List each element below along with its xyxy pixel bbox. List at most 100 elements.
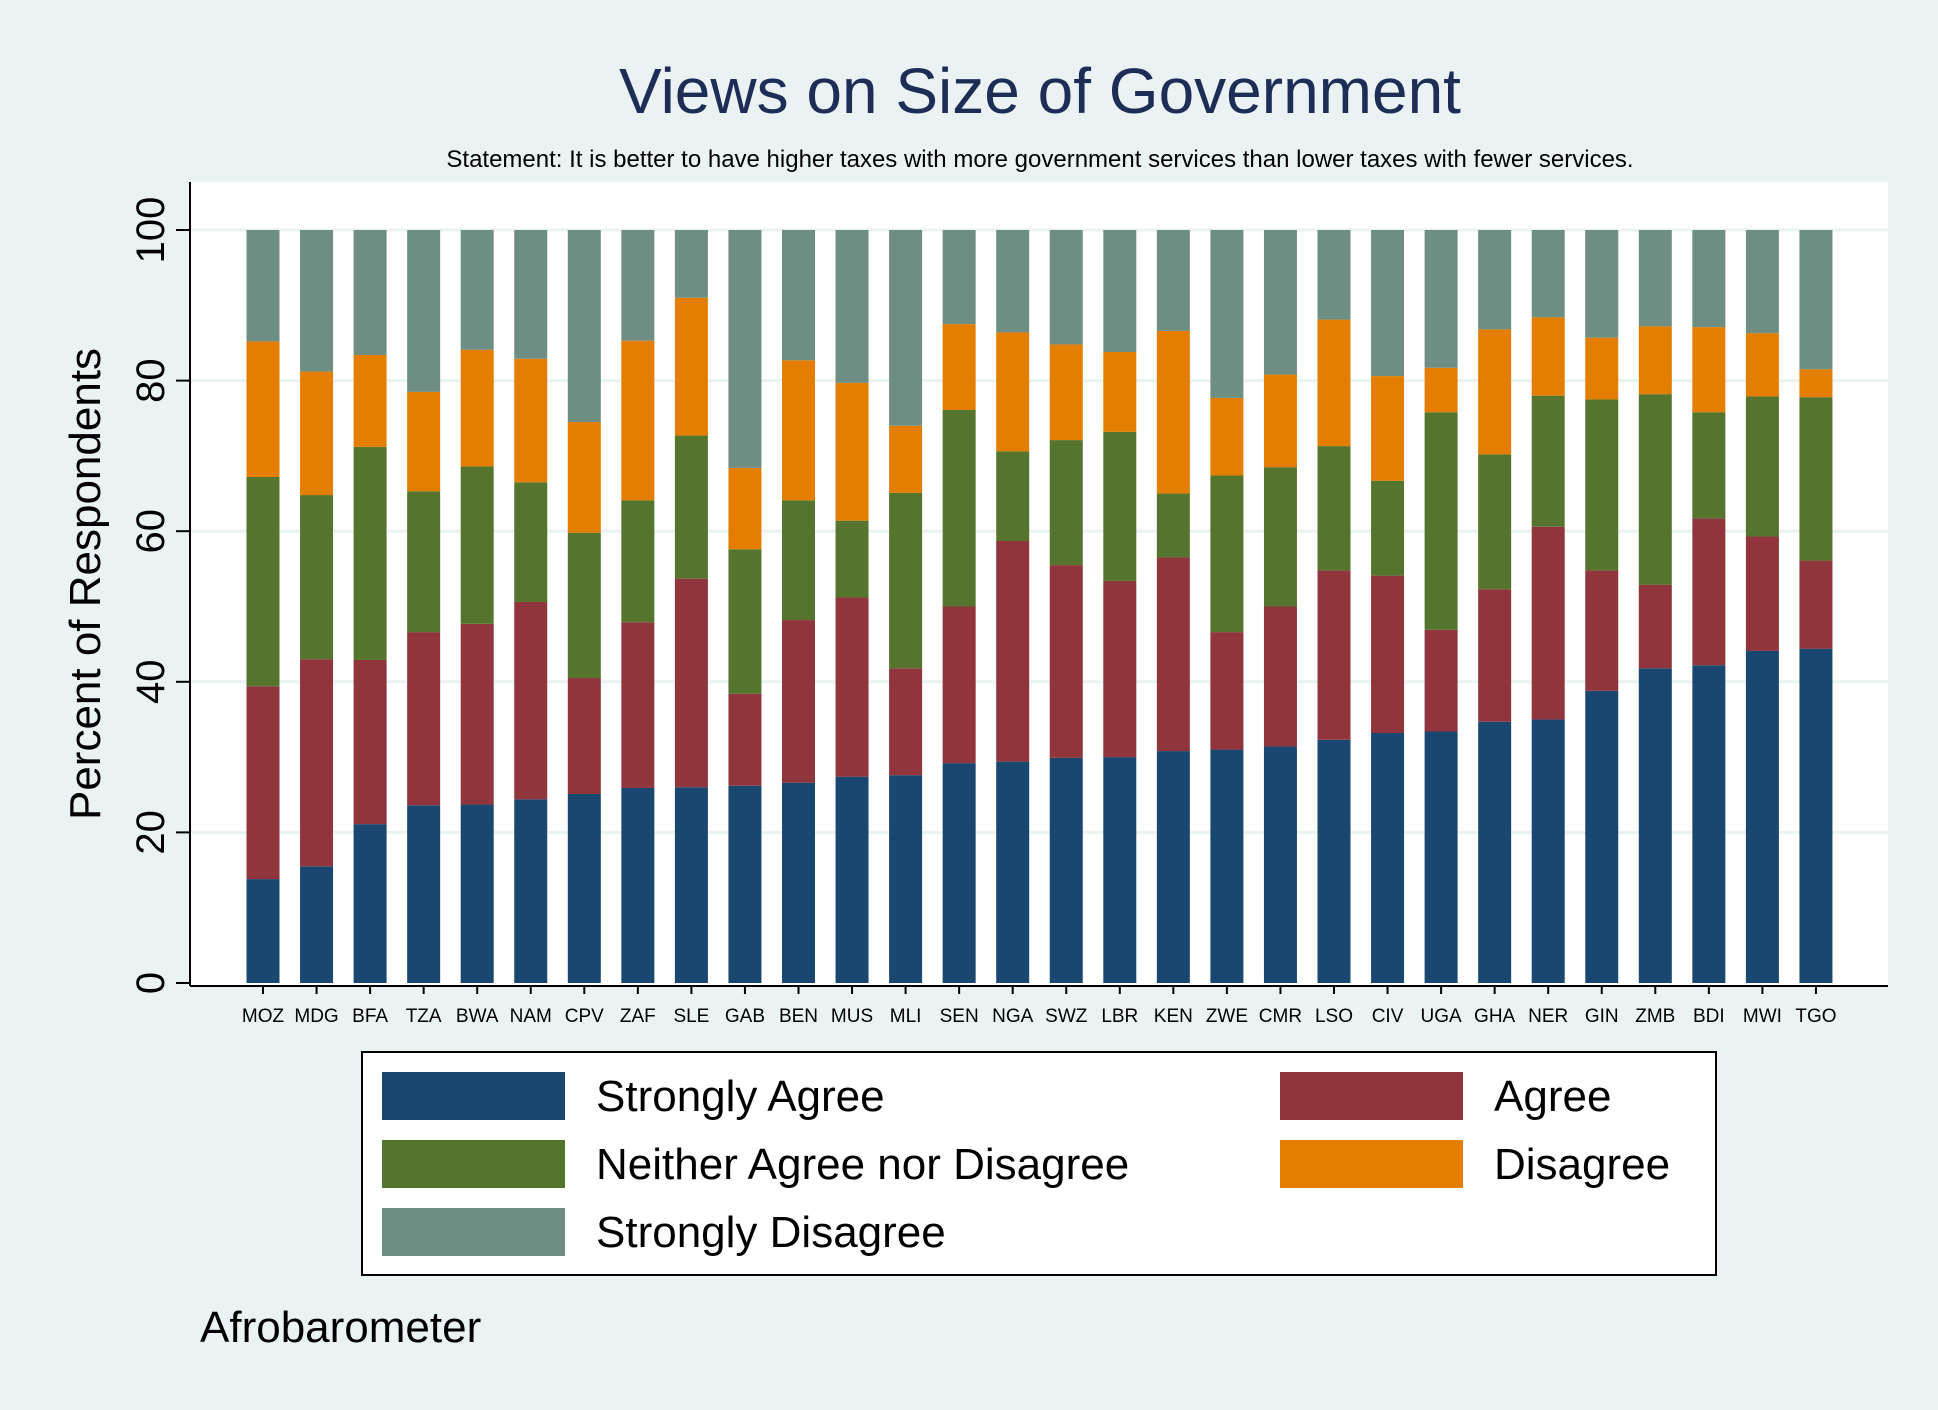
bar-segment — [674, 578, 708, 788]
legend: Strongly Agree Agree Neither Agree nor Dis… — [382, 1072, 1670, 1257]
bar-segment — [996, 540, 1030, 762]
bar-segment — [1371, 575, 1405, 734]
y-tick-label: 20 — [129, 810, 173, 855]
x-tick-label: BEN — [779, 1006, 818, 1027]
bar-segment — [942, 324, 976, 410]
bar-segment — [835, 230, 869, 383]
bar-segment — [728, 785, 762, 983]
x-tick-label: BDI — [1693, 1006, 1725, 1027]
bar-segment — [835, 382, 869, 521]
bar-segment — [1103, 431, 1137, 581]
x-tick-label: GIN — [1585, 1006, 1619, 1027]
bar-segment — [1692, 230, 1726, 328]
y-tick-label: 60 — [129, 509, 173, 554]
bar-segment — [300, 659, 334, 867]
bar-segment — [514, 799, 548, 983]
bar-segment — [1745, 396, 1779, 537]
bar-segment — [996, 230, 1030, 333]
bar-segment — [1156, 751, 1190, 983]
bar-segment — [942, 409, 976, 607]
bar-segment — [1585, 399, 1619, 571]
bar-segment — [889, 775, 923, 983]
x-tick-label: KEN — [1154, 1006, 1193, 1027]
source-note: Afrobarometer — [200, 1303, 481, 1352]
bar-segment — [942, 763, 976, 983]
bar-segment — [1156, 230, 1190, 331]
bar-segment — [835, 597, 869, 777]
bar-segment — [514, 358, 548, 483]
bar-segment — [1049, 565, 1083, 758]
bar-segment — [353, 446, 387, 660]
bar-segment — [1745, 333, 1779, 397]
bar-segment — [460, 466, 494, 624]
legend-label: Disagree — [1494, 1140, 1670, 1189]
bar-segment — [1478, 721, 1512, 983]
legend-swatch — [1280, 1140, 1463, 1188]
bar-segment — [942, 230, 976, 325]
bar-segment — [1638, 584, 1672, 669]
legend-label: Strongly Disagree — [596, 1208, 946, 1257]
x-tick-label: LBR — [1101, 1006, 1138, 1027]
bar-segment — [246, 230, 280, 342]
legend-swatch — [1280, 1072, 1463, 1120]
bar-segment — [1585, 690, 1619, 983]
x-tick-label: UGA — [1421, 1006, 1463, 1027]
x-tick-label: CMR — [1259, 1006, 1302, 1027]
bar-segment — [674, 435, 708, 579]
legend-box — [361, 1051, 1717, 1276]
bar-segment — [353, 824, 387, 983]
bar-segment — [460, 230, 494, 350]
bar-segment — [782, 230, 815, 361]
bar-segment — [1103, 757, 1137, 983]
bar-segment — [514, 482, 548, 602]
bars — [246, 230, 1833, 983]
bar-segment — [1049, 757, 1083, 983]
x-tick-label: ZWE — [1206, 1006, 1248, 1027]
bar-segment — [246, 879, 280, 983]
bar-segment — [407, 632, 441, 806]
x-tick-label: TGO — [1795, 1006, 1836, 1027]
bar-segment — [674, 297, 708, 436]
bar-segment — [996, 332, 1030, 452]
x-tick-label: MDG — [294, 1006, 338, 1027]
bar-segment — [728, 467, 762, 550]
bar-segment — [782, 360, 815, 501]
bar-segment — [1585, 570, 1619, 691]
bar-segment — [1317, 230, 1351, 320]
legend-label: Neither Agree nor Disagree — [596, 1140, 1129, 1189]
bar-segment — [514, 230, 548, 359]
y-tick-label: 80 — [129, 358, 173, 403]
bar-segment — [835, 520, 869, 598]
bar-segment — [407, 491, 441, 633]
bar-segment — [889, 492, 923, 669]
bar-segment — [300, 371, 334, 496]
bar-segment — [621, 787, 655, 983]
bar-segment — [1263, 467, 1297, 607]
bar-segment — [889, 425, 923, 493]
bar-segment — [621, 622, 655, 788]
bar-segment — [674, 787, 708, 983]
x-tick-label: MUS — [831, 1006, 873, 1027]
x-tick-label: TZA — [406, 1006, 442, 1027]
plot-area — [190, 182, 1888, 986]
bar-segment — [300, 495, 334, 660]
y-axis-label: Percent of Respondents — [61, 348, 110, 820]
chart-title: Views on Size of Government — [619, 55, 1461, 127]
bar-segment — [460, 623, 494, 805]
bar-segment — [1317, 446, 1351, 571]
bar-segment — [782, 500, 815, 621]
bar-segment — [407, 230, 441, 392]
bar-segment — [621, 340, 655, 501]
legend-label: Agree — [1494, 1072, 1611, 1121]
x-tick-label: SLE — [673, 1006, 709, 1027]
bar-segment — [1638, 326, 1672, 395]
bar-segment — [942, 606, 976, 764]
bar-segment — [1371, 376, 1405, 481]
bar-segment — [407, 391, 441, 492]
bar-segment — [460, 349, 494, 467]
bar-segment — [1799, 369, 1833, 398]
y-axis-ticks: 0 20 40 60 80 100 — [129, 197, 190, 994]
bar-segment — [1210, 230, 1244, 398]
bar-segment — [1371, 230, 1405, 377]
bar-segment — [1745, 230, 1779, 334]
